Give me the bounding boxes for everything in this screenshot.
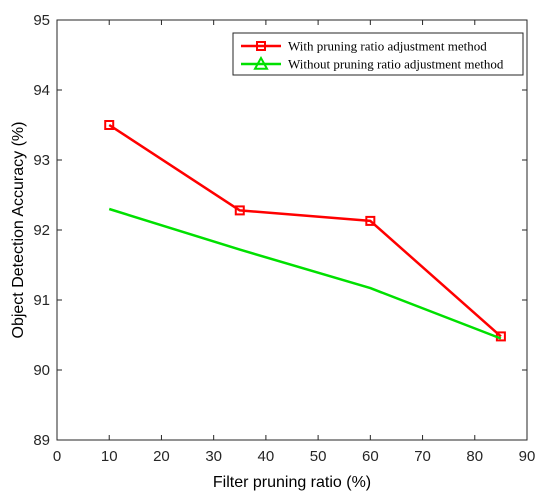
x-tick-label: 60 <box>362 448 379 465</box>
legend-box <box>232 32 524 76</box>
y-tick-label: 90 <box>33 362 50 379</box>
legend-label: Without pruning ratio adjustment method <box>288 57 504 72</box>
series-2 <box>108 207 502 340</box>
y-tick-label: 93 <box>33 152 50 169</box>
data-point-square <box>256 41 266 51</box>
x-tick-label: 10 <box>101 448 118 465</box>
y-tick-label: 89 <box>33 432 50 449</box>
x-tick-label: 0 <box>53 448 61 465</box>
y-tick-label: 92 <box>33 222 50 239</box>
x-tick-label: 20 <box>153 448 170 465</box>
x-tick-label: 90 <box>519 448 536 465</box>
x-tick-label: 40 <box>258 448 275 465</box>
y-tick-label: 95 <box>33 12 50 29</box>
plot-area <box>56 19 528 441</box>
data-point-square <box>234 205 245 216</box>
data-point-triangle <box>253 55 269 70</box>
y-tick-label: 91 <box>33 292 50 309</box>
x-axis-label: Filter pruning ratio (%) <box>213 474 371 491</box>
legend: With pruning ratio adjustment method With… <box>232 32 524 76</box>
y-tick-label: 94 <box>33 82 50 99</box>
x-tick-label: 50 <box>310 448 327 465</box>
x-tick-label: 80 <box>466 448 483 465</box>
axis-ticks: 0 10 20 30 40 50 60 70 80 90 89 90 91 92 93 94 95 <box>33 12 535 465</box>
plot-frame <box>56 19 528 441</box>
series-line <box>108 123 502 338</box>
legend-label: With pruning ratio adjustment method <box>288 39 487 54</box>
y-axis-label: Object Detection Accuracy (%) <box>10 122 27 339</box>
series-line <box>108 207 502 340</box>
data-point-square <box>365 215 376 226</box>
data-point-square <box>104 120 115 130</box>
x-tick-label: 30 <box>205 448 222 465</box>
series-layer <box>104 120 506 342</box>
x-tick-label: 70 <box>414 448 431 465</box>
